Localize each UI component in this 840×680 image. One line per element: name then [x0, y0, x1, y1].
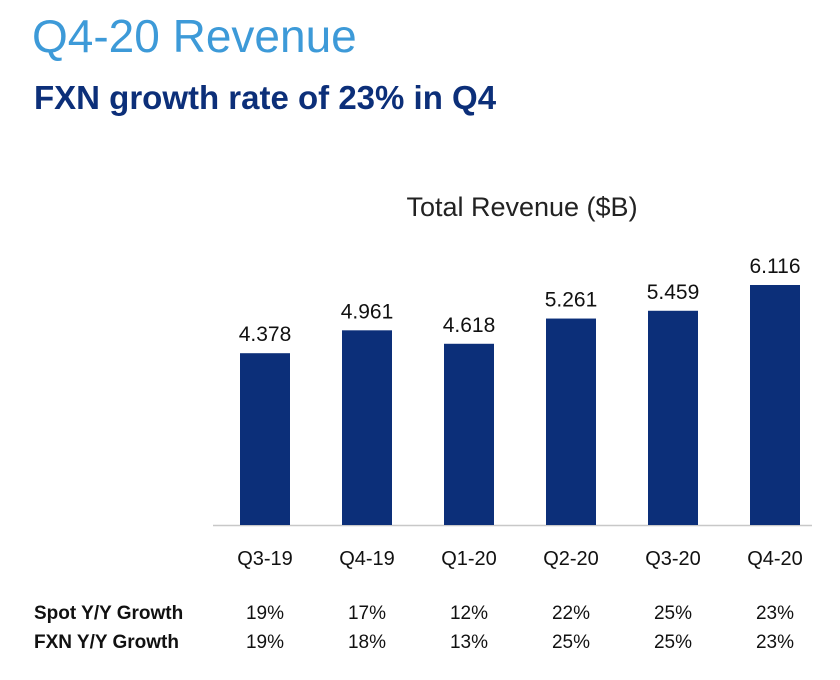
x-tick-label-q3-19: Q3-19 — [237, 548, 293, 570]
x-tick-label-q2-20: Q2-20 — [543, 548, 599, 570]
data-label-q3-20: 5.459 — [647, 281, 700, 304]
growth-value-cell: 19% — [245, 632, 285, 653]
data-label-q4-20: 6.116 — [750, 255, 801, 278]
growth-value-cell: 25% — [653, 603, 693, 624]
data-label-q4-19: 4.961 — [341, 300, 394, 323]
data-label-q2-20: 5.261 — [545, 289, 598, 312]
bar-q4-20 — [750, 284, 800, 525]
x-tick-label-q4-19: Q4-19 — [339, 548, 395, 570]
growth-value-cell: 23% — [755, 603, 795, 624]
growth-row-label: FXN Y/Y Growth — [34, 632, 179, 653]
bar-q2-20 — [546, 318, 596, 525]
growth-value-cell: 19% — [245, 603, 285, 624]
growth-row-label: Spot Y/Y Growth — [34, 603, 184, 624]
bar-q3-20 — [648, 310, 698, 525]
data-label-q1-20: 4.618 — [443, 314, 496, 337]
x-tick-label-q1-20: Q1-20 — [441, 548, 497, 570]
bar-q4-19 — [342, 330, 392, 525]
growth-value-cell: 13% — [449, 632, 489, 653]
revenue-bar-chart: Total Revenue ($B) 4.378 Q3-19 4.961 Q4-19 4.… — [213, 192, 812, 570]
growth-value-cell: 25% — [551, 632, 591, 653]
bar-q3-19 — [240, 353, 290, 525]
data-label-q3-19: 4.378 — [239, 323, 292, 346]
slide-subtitle: FXN growth rate of 23% in Q4 — [34, 79, 497, 116]
growth-value-cell: 23% — [755, 632, 795, 653]
growth-value-cell: 18% — [347, 632, 387, 653]
bar-q1-20 — [444, 343, 494, 525]
x-tick-label-q3-20: Q3-20 — [645, 548, 701, 570]
growth-value-cell: 12% — [449, 603, 489, 624]
growth-value-cell: 22% — [551, 603, 591, 624]
x-tick-label-q4-20: Q4-20 — [747, 548, 803, 570]
growth-value-cell: 25% — [653, 632, 693, 653]
chart-title: Total Revenue ($B) — [406, 192, 637, 222]
slide-title: Q4-20 Revenue — [32, 10, 357, 62]
growth-value-cell: 17% — [347, 603, 387, 624]
